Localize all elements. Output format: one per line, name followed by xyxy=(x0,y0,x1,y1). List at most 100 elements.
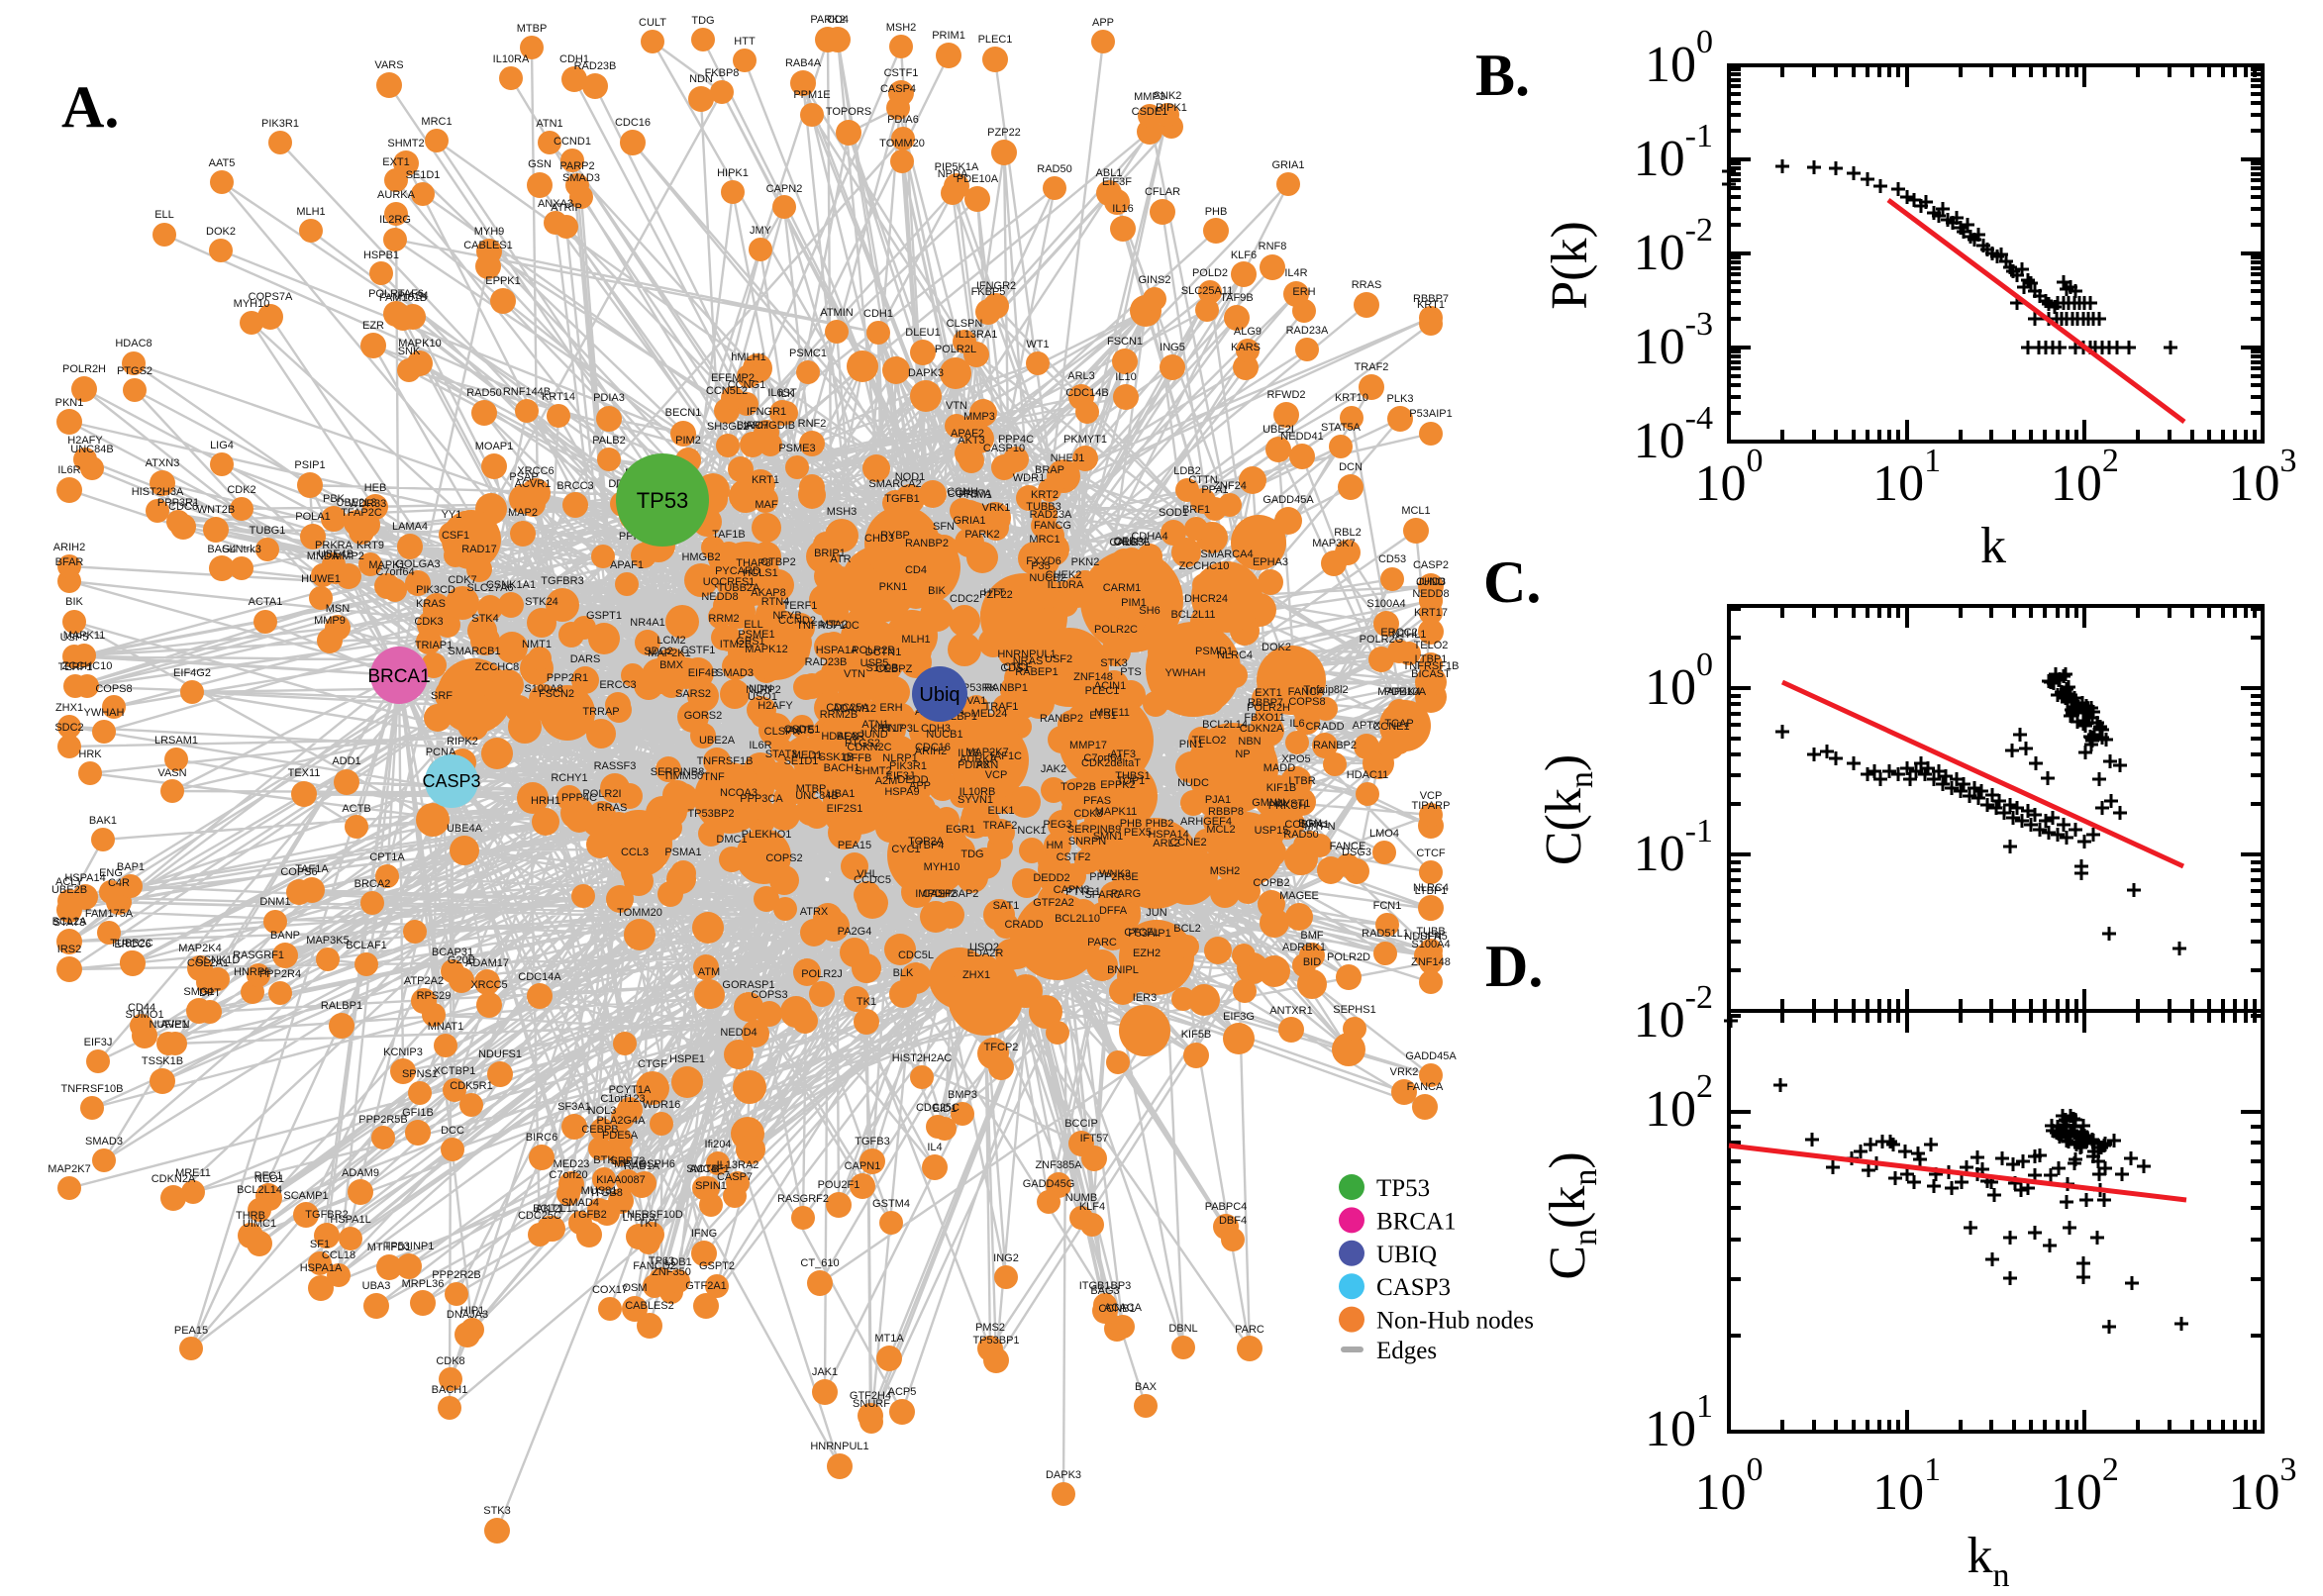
svg-text:PZP22: PZP22 xyxy=(987,127,1021,139)
svg-text:BMF: BMF xyxy=(1300,930,1324,942)
svg-text:IL13RA2: IL13RA2 xyxy=(717,1159,759,1171)
svg-text:UBE2A: UBE2A xyxy=(699,735,736,747)
svg-text:ATF3: ATF3 xyxy=(1110,748,1136,760)
svg-text:RAD50: RAD50 xyxy=(1283,829,1318,841)
svg-text:POLR2C: POLR2C xyxy=(1094,624,1138,636)
svg-text:CSTF1: CSTF1 xyxy=(681,645,716,656)
svg-text:IL6ST: IL6ST xyxy=(767,387,797,399)
svg-text:CCL18: CCL18 xyxy=(322,1249,355,1261)
svg-text:SE1D1: SE1D1 xyxy=(784,755,819,767)
svg-text:IER3: IER3 xyxy=(1133,992,1157,1004)
svg-text:AAT5: AAT5 xyxy=(788,725,815,737)
svg-text:AAT5: AAT5 xyxy=(209,157,236,169)
svg-text:ZNF148: ZNF148 xyxy=(1411,956,1451,968)
svg-text:GTF2A2: GTF2A2 xyxy=(1033,897,1074,909)
svg-text:USP5: USP5 xyxy=(60,632,89,644)
svg-text:POLR2G: POLR2G xyxy=(1360,634,1404,646)
svg-text:HDAC11: HDAC11 xyxy=(1347,769,1389,781)
svg-text:LDB2: LDB2 xyxy=(1173,465,1201,477)
svg-text:CCND1: CCND1 xyxy=(554,136,591,148)
svg-text:TNFRSF1B: TNFRSF1B xyxy=(697,755,754,767)
svg-text:USP15: USP15 xyxy=(1255,825,1289,837)
svg-text:CCNE2: CCNE2 xyxy=(1169,837,1206,848)
svg-text:TNFRSF10C: TNFRSF10C xyxy=(796,620,859,632)
svg-text:AKT3: AKT3 xyxy=(958,435,985,447)
svg-text:UBE2L3: UBE2L3 xyxy=(337,497,377,509)
svg-text:CLSPN: CLSPN xyxy=(947,318,983,330)
svg-text:CARM1: CARM1 xyxy=(1103,582,1142,594)
svg-text:MAP2K7: MAP2K7 xyxy=(48,1163,90,1175)
svg-text:PLEC1: PLEC1 xyxy=(1085,685,1120,697)
svg-text:ARIH2: ARIH2 xyxy=(915,746,947,757)
svg-text:PSMA1: PSMA1 xyxy=(664,847,701,858)
svg-text:NDUFA5: NDUFA5 xyxy=(1404,931,1447,943)
svg-text:RAD23B: RAD23B xyxy=(574,60,617,72)
svg-text:CDC14A: CDC14A xyxy=(518,971,561,983)
svg-text:GOLGA3: GOLGA3 xyxy=(395,558,440,570)
svg-text:KRT2: KRT2 xyxy=(1031,489,1059,501)
svg-text:APTX: APTX xyxy=(1353,720,1381,732)
svg-text:MAPK11: MAPK11 xyxy=(1095,806,1138,818)
svg-text:HCLS1: HCLS1 xyxy=(743,567,777,579)
svg-text:LDB1: LDB1 xyxy=(664,1256,692,1268)
svg-text:IMPDH2: IMPDH2 xyxy=(915,888,957,900)
svg-text:GADD45A: GADD45A xyxy=(1405,1050,1457,1062)
svg-text:MTHFD1: MTHFD1 xyxy=(367,1242,412,1253)
svg-text:PSMD1: PSMD1 xyxy=(1195,646,1233,657)
svg-text:PSME3: PSME3 xyxy=(778,443,815,454)
svg-text:USO2: USO2 xyxy=(969,942,999,953)
svg-text:KCNIP3: KCNIP3 xyxy=(383,1047,423,1058)
svg-text:UBE4B: UBE4B xyxy=(318,549,354,560)
svg-text:FAM101B: FAM101B xyxy=(379,292,427,304)
svg-text:PKMYT1: PKMYT1 xyxy=(1063,434,1107,446)
svg-text:WNK3: WNK3 xyxy=(1099,868,1131,880)
svg-text:PEA15: PEA15 xyxy=(838,840,871,851)
svg-text:MSH2: MSH2 xyxy=(1210,865,1241,877)
svg-text:BIK: BIK xyxy=(928,585,946,597)
svg-text:BRAP: BRAP xyxy=(1035,464,1064,476)
svg-text:KIAA0087: KIAA0087 xyxy=(596,1174,646,1186)
svg-text:BRCA1: BRCA1 xyxy=(367,666,430,687)
svg-text:IL10RA: IL10RA xyxy=(493,53,530,65)
svg-text:MUS81: MUS81 xyxy=(581,1185,618,1197)
svg-text:SLNtrk3: SLNtrk3 xyxy=(222,544,261,555)
svg-text:B.: B. xyxy=(1475,43,1530,108)
svg-text:NHEJ1: NHEJ1 xyxy=(1051,452,1085,464)
svg-text:TUBB2C: TUBB2C xyxy=(110,938,152,949)
svg-text:RASSF3: RASSF3 xyxy=(594,760,637,772)
svg-text:PTS: PTS xyxy=(1120,666,1141,678)
svg-text:MRE11: MRE11 xyxy=(175,1167,211,1179)
svg-text:VARS: VARS xyxy=(374,59,403,71)
svg-text:CTBP2: CTBP2 xyxy=(760,556,795,568)
svg-text:STK4: STK4 xyxy=(471,613,499,625)
svg-text:SFN: SFN xyxy=(1420,931,1442,943)
svg-text:RIPK2: RIPK2 xyxy=(447,736,478,748)
svg-text:CDKN2C: CDKN2C xyxy=(847,742,891,753)
svg-text:GTF2H4: GTF2H4 xyxy=(850,1390,891,1402)
svg-text:BRIP1: BRIP1 xyxy=(814,548,846,559)
svg-text:GMNN: GMNN xyxy=(1252,797,1285,809)
svg-text:PKN1: PKN1 xyxy=(879,581,908,593)
svg-text:COBRA1: COBRA1 xyxy=(1284,819,1329,831)
svg-text:ZCCHC10: ZCCHC10 xyxy=(62,660,113,672)
svg-text:PJA1: PJA1 xyxy=(1205,794,1231,806)
svg-text:CD4: CD4 xyxy=(905,564,927,576)
svg-text:TFAP2C: TFAP2C xyxy=(341,507,382,519)
svg-text:C.: C. xyxy=(1483,549,1541,615)
svg-text:PHB2: PHB2 xyxy=(1146,818,1174,830)
svg-text:CYC1: CYC1 xyxy=(891,844,920,855)
svg-text:BACH1: BACH1 xyxy=(432,1384,468,1396)
svg-text:IL18: IL18 xyxy=(958,748,978,759)
svg-text:LTBP1: LTBP1 xyxy=(1415,653,1448,665)
svg-text:VCP: VCP xyxy=(985,769,1008,781)
svg-text:GSPT2: GSPT2 xyxy=(699,1260,735,1272)
svg-text:ATR: ATR xyxy=(830,553,851,565)
svg-text:TDG: TDG xyxy=(960,848,983,860)
svg-text:MTA2: MTA2 xyxy=(820,619,849,631)
svg-text:IL16: IL16 xyxy=(1112,203,1133,215)
svg-text:TFCP2: TFCP2 xyxy=(984,1042,1019,1053)
svg-text:MT1A: MT1A xyxy=(874,1333,904,1345)
svg-text:YWHAH: YWHAH xyxy=(1165,667,1206,679)
svg-text:THAP8: THAP8 xyxy=(736,557,770,569)
svg-text:DCC: DCC xyxy=(441,1125,464,1137)
